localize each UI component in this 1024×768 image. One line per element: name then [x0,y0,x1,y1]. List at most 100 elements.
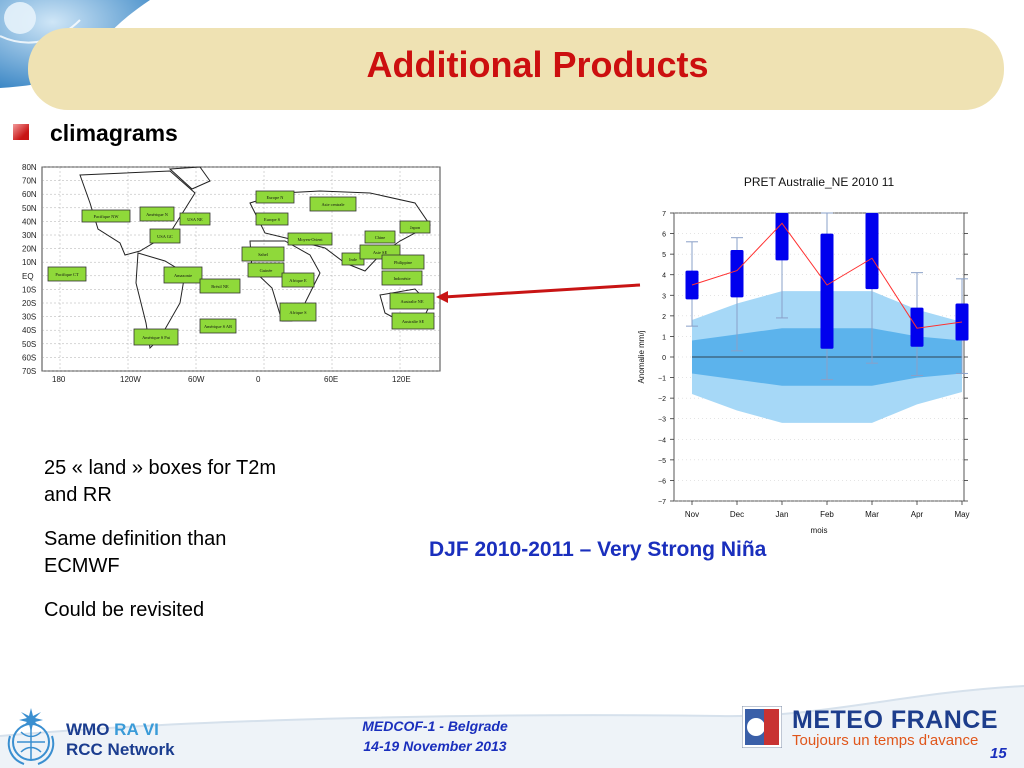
chart-ytick-label: 6 [662,232,666,239]
land-box-rect [364,230,396,244]
land-box: Philippine [381,254,425,270]
land-box-rect [381,270,423,286]
meteo-france-name: METEO FRANCE [792,706,998,734]
event-name: MEDCOF-1 - Belgrade [362,718,508,734]
map-lon-label: 120E [392,375,411,384]
land-box-rect [163,266,203,284]
chart-ytick-label: −3 [658,417,666,424]
event-dates: 14-19 November 2013 [363,738,507,754]
land-box: Japon [399,220,431,234]
chart-ytick-label: −5 [658,458,666,465]
forecast-box [865,213,879,290]
climagram-chart: PRET Australie_NE 2010 11 7 6 5 4 3 2 1 0 −1 −2 −3 −… [637,175,970,535]
land-box-rect [199,278,241,294]
forecast-box [775,213,789,261]
land-box-label: Asie centrale [321,202,344,207]
map-lat-label: EQ [22,272,34,281]
chart-title: PRET Australie_NE 2010 11 [744,175,895,189]
land-box-label: Pacifique CT [55,272,79,277]
forecast-box [820,233,834,349]
land-box-label: Australie SE [402,319,425,324]
chart-ytick-label: 7 [662,211,666,218]
land-box: Indonésie [381,270,423,286]
chart-xtick-label: Jan [776,510,789,519]
land-box-rect [247,262,285,278]
chart-ytick-label: −4 [658,437,666,444]
chart-xtick-label: May [954,510,969,519]
land-box: Pacifique NW [81,209,131,223]
title-band [28,28,1004,110]
chart-xtick-label: Dec [730,510,744,519]
map-lat-label: 80N [22,163,37,172]
map-lon-label: 0 [256,375,261,384]
world-map: 80N 70N 60N 50N 40N 30N 20N 10N EQ 10S 20S 30S 40S 50… [22,163,441,384]
median-line [691,222,963,329]
chart-ytick-label: 4 [662,273,666,280]
land-box-rect [391,312,435,330]
land-box-label: USA NE [187,217,203,222]
map-lat-label: 50N [22,204,37,213]
land-box: Australie SE [391,312,435,330]
land-box-rect [255,190,295,204]
map-lat-label: 40N [22,217,37,226]
chart-xtick-label: Mar [865,510,879,519]
meteo-france-logo-icon [742,706,782,748]
land-box: Amérique S Pat [133,328,179,346]
land-box: Moyen-Orient [287,232,333,246]
land-box-label: Moyen-Orient [297,237,323,242]
chart-xtick-label: Apr [911,510,924,519]
land-box-label: USA GC [157,234,173,239]
land-box-rect [199,318,237,334]
map-lon-label: 120W [120,375,141,384]
slide-title: Additional Products [366,44,709,85]
map-frame [41,166,441,372]
land-box: Asie centrale [309,196,357,212]
land-box-label: Amérique S Pat [142,335,171,340]
map-lat-label: 70N [22,177,37,186]
land-box-rect [287,232,333,246]
map-lat-label: 10S [22,285,36,294]
chart-ytick-label: −6 [658,478,666,485]
wmo-logo-text: WMO RA VI RCC Network [66,720,175,760]
land-box: Amérique N [139,206,175,222]
land-box-label: Amérique S AR [204,324,232,329]
land-box-label: Europe N [267,195,285,200]
bullet-square-icon [13,124,29,140]
description-line-2: Same definition than ECMWF [44,528,227,577]
description-block: 25 « land » boxes for T2m and RR Same de… [44,455,304,641]
wmo-label: WMO [66,720,110,739]
land-box: Sahel [241,246,285,262]
pointer-arrow [436,283,641,303]
land-box-rect [149,228,181,244]
land-box: USA NE [179,212,211,226]
chart-ytick-label: 2 [662,314,666,321]
chart-ylabel: Anomalie mm/j [637,330,646,383]
land-box-rect [47,266,87,282]
land-box-rect [179,212,211,226]
meteo-france-tagline: Toujours un temps d'avance [792,732,979,749]
map-lat-label: 30N [22,231,37,240]
rcc-network-label: RCC Network [66,740,175,759]
chart-ytick-label: −2 [658,396,666,403]
map-coastline [168,166,211,190]
land-box: Brésil NE [199,278,241,294]
chart-ytick-label: −1 [658,376,666,383]
land-box: Europe S [255,212,289,226]
chart-ytick-label: 1 [662,334,666,341]
chart-xtick-label: Nov [685,510,699,519]
land-box-rect [139,206,175,222]
description-line-3: Could be revisited [44,599,205,621]
land-box-label: Indonésie [393,276,410,281]
land-box-label: Australie NE [400,299,423,304]
land-box: Australie NE [389,292,435,310]
map-lat-label: 20S [22,299,36,308]
land-box: Amazonie [163,266,203,284]
land-box-rect [241,246,285,262]
land-box-label: Asie SE [373,250,388,255]
land-box-label: Japon [410,225,421,230]
land-box-label: Pacifique NW [94,214,120,219]
land-box-rect [381,254,425,270]
map-lat-label: 40S [22,326,36,335]
page-number: 15 [990,745,1007,762]
land-box-rect [399,220,431,234]
